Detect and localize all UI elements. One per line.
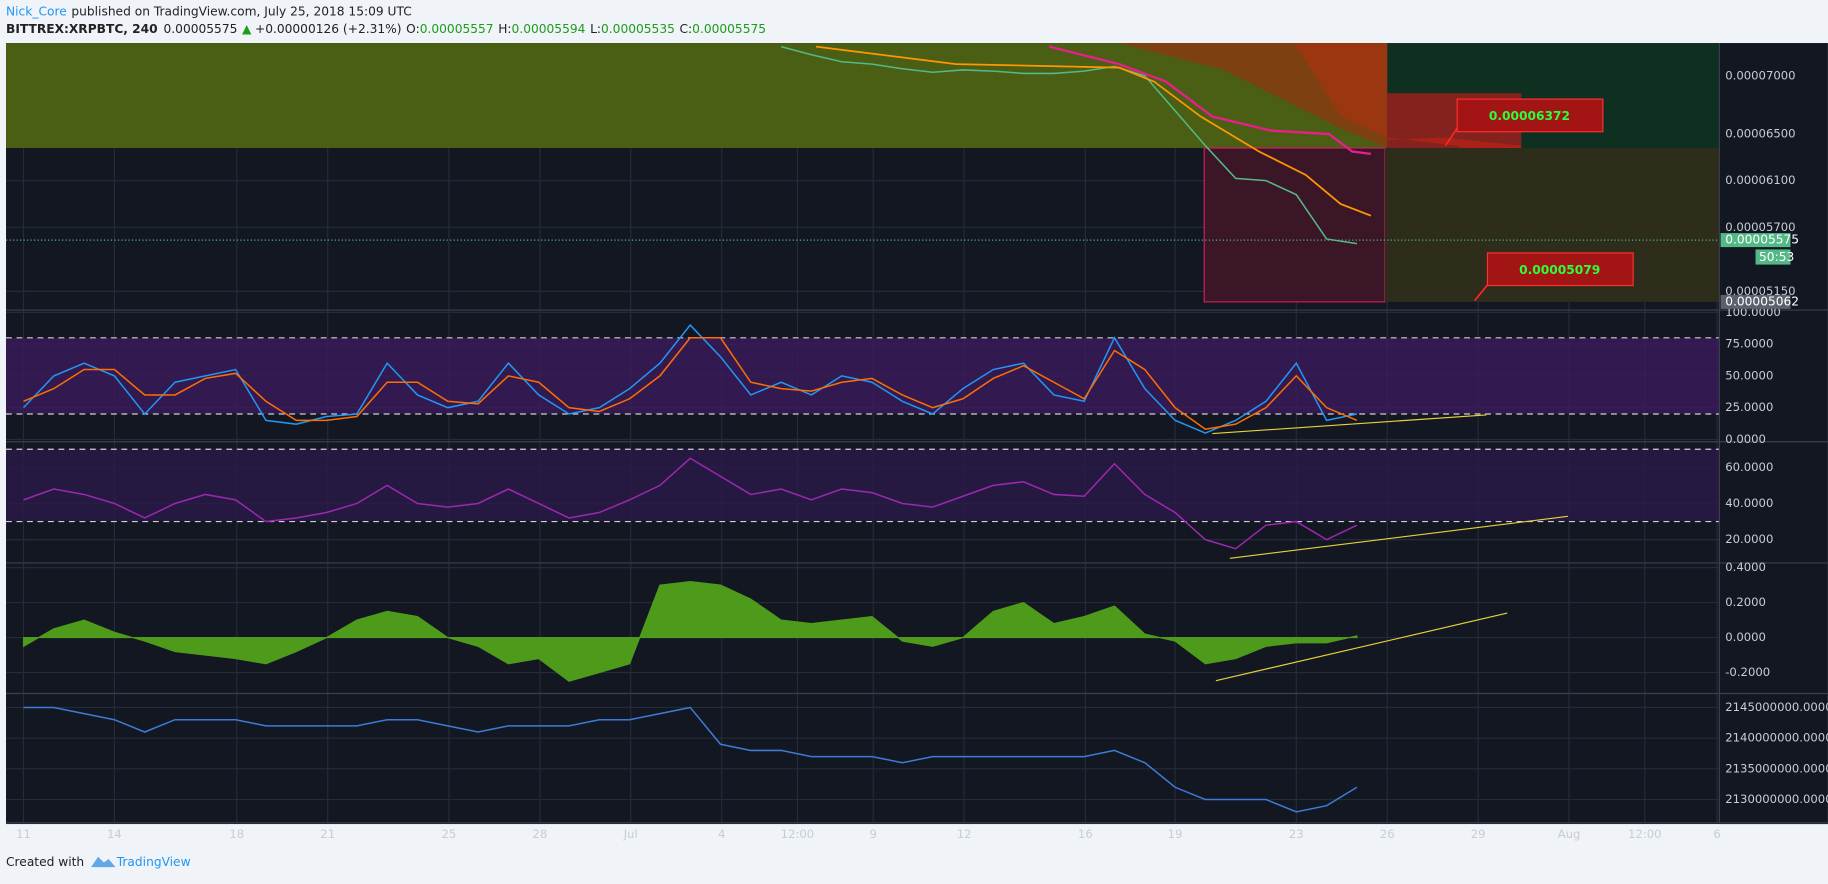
y-tick-label: 60.0000 [1725, 460, 1773, 474]
change: +0.00000126 (+2.31%) [255, 22, 402, 36]
ma-line-magenta [1048, 45, 1372, 156]
x-tick-label: 12:00 [781, 827, 815, 841]
panel-4 [23, 706, 1358, 813]
x-tick-label: 19 [1168, 827, 1183, 841]
callout-box [1456, 98, 1604, 133]
y-tick-label: 0.00005700 [1725, 220, 1795, 234]
trendline [1229, 515, 1568, 559]
x-tick-label: 12:00 [1628, 827, 1662, 841]
x-tick-label: 4 [718, 827, 725, 841]
x-tick-label: 16 [1078, 827, 1093, 841]
x-tick-label: 29 [1471, 827, 1486, 841]
trendline [1215, 612, 1508, 682]
x-tick-label: 26 [1380, 827, 1395, 841]
x-tick-label: 25 [442, 827, 457, 841]
x-tick-label: Aug [1558, 827, 1581, 841]
area [22, 581, 1358, 682]
x-tick-label: 18 [229, 827, 244, 841]
y-tick-label: 25.0000 [1725, 400, 1773, 414]
marker-badge [1720, 294, 1791, 309]
x-tick-label: 11 [16, 827, 31, 841]
callout-text: 0.00006372 [1489, 109, 1570, 123]
y-tick-label: 20.0000 [1725, 532, 1773, 546]
last-price: 0.00005575 [164, 22, 238, 36]
zone-olive [6, 43, 1388, 149]
ohlc-label: C: [680, 22, 693, 36]
panel-3 [22, 581, 1358, 682]
callout-text: 0.00005079 [1519, 263, 1600, 277]
published: published on TradingView.com, July 25, 2… [71, 4, 411, 18]
current-price: 0.00005575 [1725, 233, 1799, 247]
rsi-band [6, 448, 1720, 522]
ohlc-value: 0.00005594 [512, 22, 586, 36]
zone-magenta [1203, 147, 1386, 303]
panel-1 [22, 323, 1358, 434]
x-tick-label: 9 [870, 827, 877, 841]
y-tick-label: 2145000000.0000 [1725, 700, 1828, 714]
x-tick-label: 6 [1713, 827, 1720, 841]
footer-created: Created with [6, 855, 84, 869]
x-tick-label: 14 [107, 827, 122, 841]
y-tick-label: 0.00006100 [1725, 173, 1795, 187]
symbol: BITTREX:XRPBTC, 240 [6, 22, 158, 36]
y-tick-label: 2135000000.0000 [1725, 761, 1828, 775]
line [22, 323, 1358, 434]
callout-box [1486, 252, 1634, 287]
y-tick-label: 0.2000 [1725, 595, 1766, 609]
ohlc-label: O: [406, 22, 420, 36]
y-tick-label: 0.4000 [1725, 560, 1766, 574]
trendline [1212, 414, 1487, 435]
cloud-orange [1119, 43, 1388, 149]
callout-pointer [1444, 127, 1458, 147]
panel-0 [780, 45, 1358, 245]
y-tick-label: 2140000000.0000 [1725, 731, 1828, 745]
y-tick-label: 75.0000 [1725, 337, 1773, 351]
y-tick-label: 0.0000 [1725, 432, 1766, 446]
x-tick-label: 12 [957, 827, 972, 841]
x-tick-label: 21 [320, 827, 335, 841]
x-tick-label: 23 [1289, 827, 1304, 841]
footer-brand[interactable]: TradingView [116, 855, 191, 869]
countdown: 50:53 [1759, 250, 1794, 264]
stoch-band [6, 338, 1720, 414]
ohlc-value: 0.00005535 [601, 22, 675, 36]
marks [6, 45, 1720, 813]
countdown-badge [1755, 249, 1791, 265]
cloud-red [1293, 43, 1522, 187]
y-tick-label: 40.0000 [1725, 496, 1773, 510]
panel-2 [23, 457, 1358, 550]
tradingview-logo[interactable] [91, 856, 116, 868]
ohlc-value: 0.00005575 [692, 22, 766, 36]
header-line-1: Nick_Core published on TradingView.com, J… [6, 4, 412, 18]
up-arrow: ▲ [242, 22, 252, 36]
marker-price: 0.00005062 [1725, 294, 1799, 308]
y-tick-label: 0.00005150 [1725, 284, 1795, 298]
ma-line-orange [815, 45, 1372, 217]
ohlc-value: 0.00005557 [420, 22, 494, 36]
author[interactable]: Nick_Core [6, 4, 67, 18]
y-tick-label: 0.00006500 [1725, 127, 1795, 141]
line [23, 457, 1358, 550]
line [23, 337, 1358, 431]
y-tick-label: 0.00007000 [1725, 68, 1795, 82]
line [780, 45, 1358, 245]
current-price-badge [1720, 233, 1791, 248]
x-tick-label: 28 [532, 827, 547, 841]
ohlc-label: H: [498, 22, 511, 36]
x-tick-label: Jul [623, 827, 638, 841]
y-tick-label: 0.0000 [1725, 630, 1766, 644]
ohlc-label: L: [590, 22, 601, 36]
header-line-2: BITTREX:XRPBTC, 240 0.00005575 ▲ +0.0000012… [6, 22, 766, 36]
y-tick-label: 2130000000.0000 [1725, 792, 1828, 806]
line [23, 706, 1358, 813]
y-tick-label: 50.0000 [1725, 368, 1773, 382]
y-tick-label: -0.2000 [1725, 665, 1770, 679]
